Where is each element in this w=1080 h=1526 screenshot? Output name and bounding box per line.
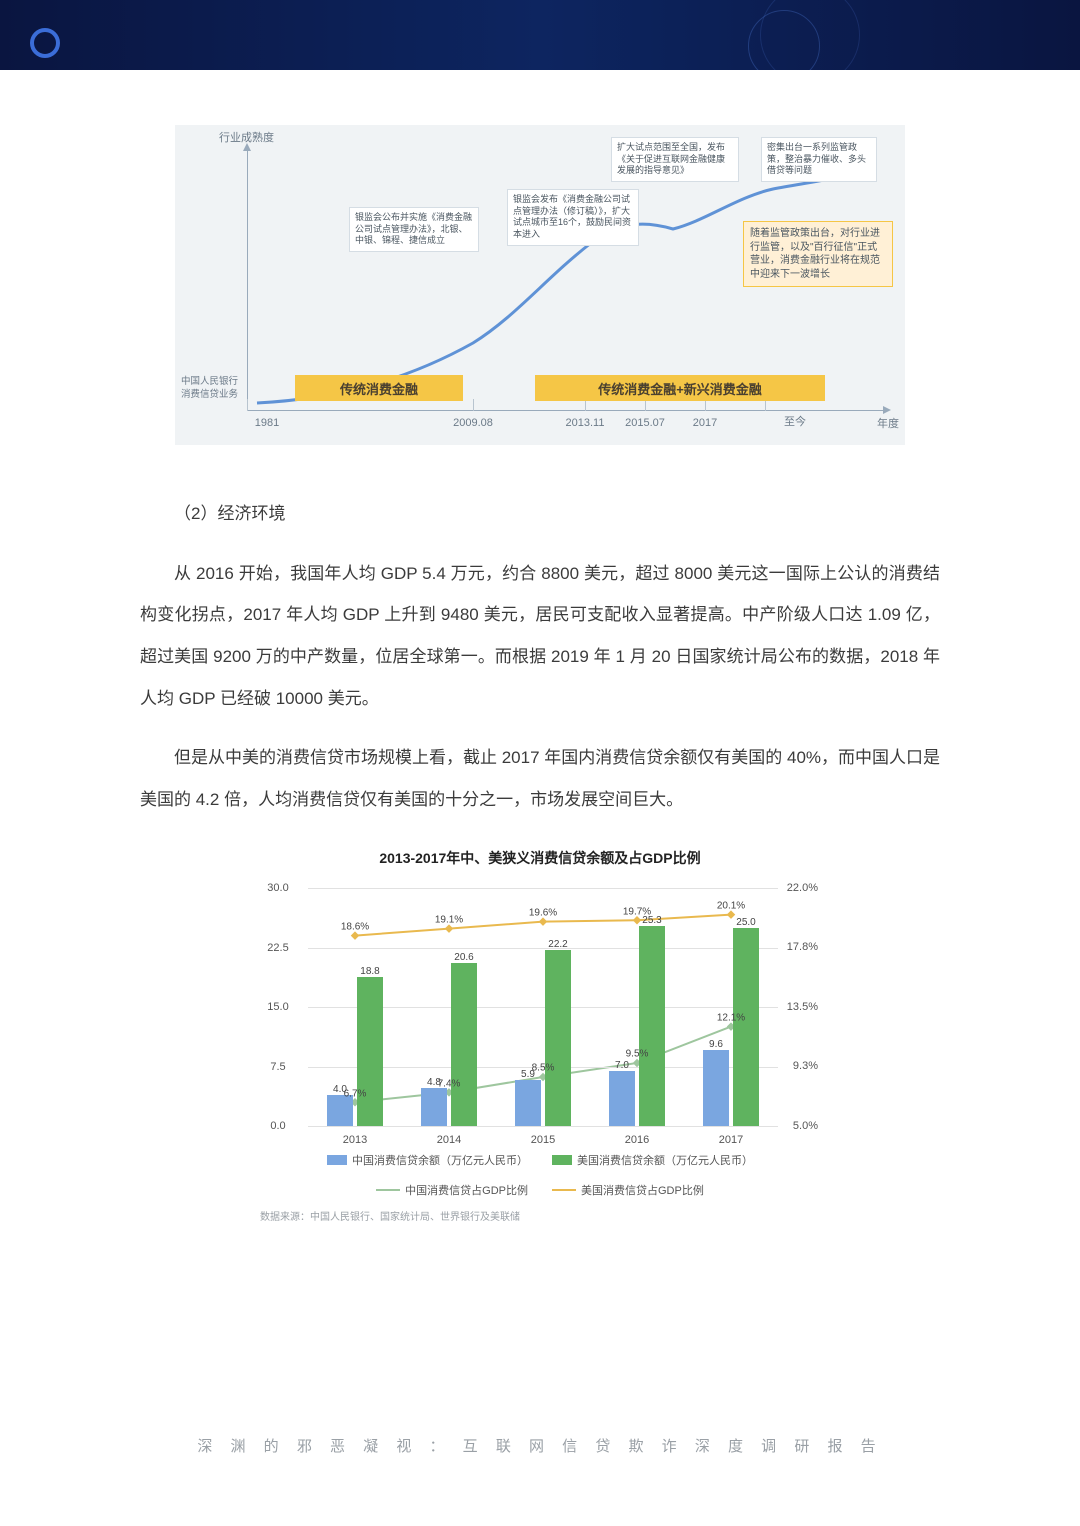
combo-bar bbox=[639, 926, 665, 1127]
combo-line-label: 7.4% bbox=[438, 1079, 461, 1090]
combo-bar-label: 20.6 bbox=[451, 952, 477, 963]
combo-line-label: 6.7% bbox=[344, 1088, 367, 1099]
combo-x-tick: 2013 bbox=[343, 1134, 367, 1146]
combo-bar-label: 18.8 bbox=[357, 966, 383, 977]
maturity-forecast-box: 随着监管政策出台，对行业进行监管，以及"百行征信"正式营业，消费金融行业将在规范… bbox=[743, 221, 893, 287]
maturity-x-tick: 2013.11 bbox=[566, 417, 605, 429]
maturity-note-box: 银监会发布《消费金融公司试点管理办法（修订稿）》，扩大试点城市至16个，鼓励民间… bbox=[507, 189, 639, 246]
legend-item: 美国消费信贷占GDP比例 bbox=[552, 1182, 704, 1198]
maturity-note-box: 密集出台一系列监管政策，整治暴力催收、多头借贷等问题 bbox=[761, 137, 877, 182]
header-band bbox=[0, 0, 1080, 70]
maturity-origin-label: 中国人民银行 消费信贷业务 bbox=[181, 376, 245, 401]
combo-line-label: 19.6% bbox=[529, 908, 557, 919]
combo-bar bbox=[327, 1095, 353, 1127]
maturity-x-tick: 至今 bbox=[784, 413, 806, 429]
combo-bar bbox=[421, 1088, 447, 1126]
maturity-x-label: 年度 bbox=[877, 415, 899, 431]
combo-bar bbox=[703, 1050, 729, 1126]
section-subhead: （2）经济环境 bbox=[140, 493, 940, 535]
combo-title: 2013-2017年中、美狭义消费信贷余额及占GDP比例 bbox=[250, 848, 830, 868]
combo-plot: 0.0 7.5 15.0 22.5 30.0 5.0% 9.3% 13.5% 17.8% 22.0… bbox=[250, 874, 830, 1146]
combo-line-label: 19.1% bbox=[435, 915, 463, 926]
combo-line-label: 9.5% bbox=[626, 1049, 649, 1060]
footer-text: 深 渊 的 邪 恶 凝 视 ： 互 联 网 信 贷 欺 诈 深 度 调 研 报 … bbox=[0, 1435, 1080, 1456]
maturity-note-box: 扩大试点范围至全国，发布《关于促进互联网金融健康发展的指导意见》 bbox=[611, 137, 739, 182]
combo-source: 数据来源：中国人民银行、国家统计局、世界银行及美联储 bbox=[250, 1208, 830, 1223]
maturity-axis-x bbox=[247, 410, 889, 411]
combo-bar bbox=[733, 928, 759, 1126]
combo-y-left-tick: 15.0 bbox=[267, 1001, 288, 1013]
maturity-vline bbox=[473, 399, 474, 411]
combo-y-right-tick: 22.0% bbox=[787, 882, 818, 894]
paragraph-2: 但是从中美的消费信贷市场规模上看，截止 2017 年国内消费信贷余额仅有美国的 … bbox=[140, 737, 940, 820]
combo-x-tick: 2017 bbox=[719, 1134, 743, 1146]
combo-y-right-tick: 5.0% bbox=[793, 1120, 818, 1132]
combo-bar bbox=[545, 950, 571, 1126]
maturity-x-tick: 1981 bbox=[255, 417, 279, 429]
maturity-note-box: 银监会公布并实施《消费金融公司试点管理办法》，北银、中银、锦程、捷信成立 bbox=[349, 207, 479, 252]
maturity-vline bbox=[247, 399, 248, 411]
combo-bar-label: 7.0 bbox=[609, 1060, 635, 1071]
combo-line-label: 19.7% bbox=[623, 906, 651, 917]
combo-line-label: 8.5% bbox=[532, 1063, 555, 1074]
combo-line-label: 18.6% bbox=[341, 922, 369, 933]
combo-x-tick: 2015 bbox=[531, 1134, 555, 1146]
maturity-x-tick: 2017 bbox=[693, 417, 717, 429]
combo-bar-label: 25.0 bbox=[733, 917, 759, 928]
legend-item: 中国消费信贷余额（万亿元人民币） bbox=[327, 1152, 528, 1168]
combo-x-tick: 2014 bbox=[437, 1134, 461, 1146]
combo-line-label: 20.1% bbox=[717, 901, 745, 912]
legend-item: 美国消费信贷余额（万亿元人民币） bbox=[552, 1152, 753, 1168]
combo-y-right-tick: 17.8% bbox=[787, 941, 818, 953]
maturity-phase-band: 传统消费金融 bbox=[295, 375, 463, 401]
maturity-x-tick: 2009.08 bbox=[453, 417, 493, 429]
combo-bar bbox=[609, 1071, 635, 1127]
legend-item: 中国消费信贷占GDP比例 bbox=[376, 1182, 528, 1198]
maturity-axis-y bbox=[247, 145, 248, 411]
combo-gridline bbox=[308, 888, 778, 889]
combo-gridline bbox=[308, 948, 778, 949]
combo-x-tick: 2016 bbox=[625, 1134, 649, 1146]
combo-y-left-tick: 7.5 bbox=[270, 1061, 285, 1073]
combo-legend: 中国消费信贷余额（万亿元人民币） 美国消费信贷余额（万亿元人民币） 中国消费信贷占G… bbox=[250, 1152, 830, 1198]
combo-gridline bbox=[308, 1126, 778, 1127]
combo-line-label: 12.1% bbox=[717, 1013, 745, 1024]
combo-bar bbox=[357, 977, 383, 1126]
combo-y-left-tick: 30.0 bbox=[267, 882, 288, 894]
combo-bar-label: 22.2 bbox=[545, 939, 571, 950]
combo-y-left-tick: 0.0 bbox=[270, 1120, 285, 1132]
combo-y-left-tick: 22.5 bbox=[267, 942, 288, 954]
combo-bar bbox=[515, 1080, 541, 1127]
combo-y-right-tick: 13.5% bbox=[787, 1001, 818, 1013]
body-text: （2）经济环境 从 2016 开始，我国年人均 GDP 5.4 万元，约合 88… bbox=[140, 493, 940, 820]
maturity-chart: 行业成熟度 年度 19812009.082013.112015.072017至今… bbox=[175, 125, 905, 445]
combo-bar-label: 9.6 bbox=[703, 1039, 729, 1050]
paragraph-1: 从 2016 开始，我国年人均 GDP 5.4 万元，约合 8800 美元，超过… bbox=[140, 553, 940, 720]
combo-y-right-tick: 9.3% bbox=[793, 1060, 818, 1072]
combo-bar bbox=[451, 963, 477, 1126]
combo-chart: 2013-2017年中、美狭义消费信贷余额及占GDP比例 0.0 7.5 15.0 2… bbox=[250, 848, 830, 1223]
maturity-x-tick: 2015.07 bbox=[625, 417, 665, 429]
maturity-phase-band: 传统消费金融+新兴消费金融 bbox=[535, 375, 825, 401]
